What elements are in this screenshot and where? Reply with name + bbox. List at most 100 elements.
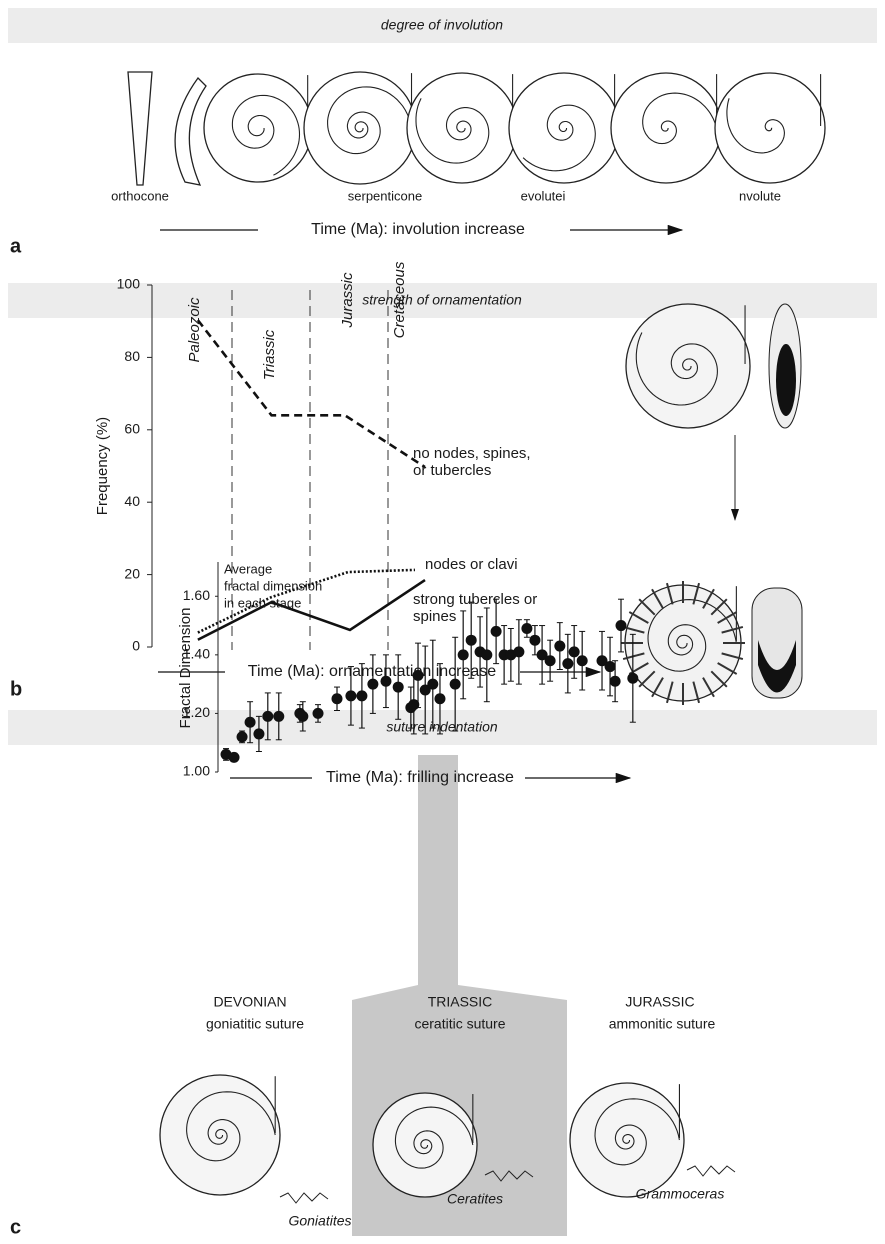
y-tick-label: 1.00 — [183, 763, 210, 779]
axis-arrow-label: Time (Ma): frilling increase — [326, 769, 514, 786]
shell-outline — [203, 73, 313, 183]
data-point — [253, 728, 265, 740]
series-label: no nodes, spines, or tubercles — [413, 445, 531, 479]
annotation: fractal dimension — [224, 578, 322, 593]
data-point — [513, 646, 525, 658]
data-point — [576, 655, 588, 667]
panel-header — [8, 283, 877, 318]
shell-rib — [721, 625, 744, 634]
data-point — [356, 690, 368, 702]
panel-letter: a — [10, 235, 22, 257]
series-line — [196, 319, 426, 469]
data-point — [568, 646, 580, 658]
suture-type: goniatitic suture — [206, 1016, 304, 1032]
period-title: TRIASSIC — [428, 994, 493, 1010]
data-point — [412, 669, 424, 681]
shell-section-dark — [758, 640, 796, 693]
shell-rib — [710, 670, 728, 688]
panel-header-title: suture indentation — [386, 719, 498, 735]
shell-rib — [651, 588, 664, 609]
y-tick-label: 100 — [117, 276, 141, 292]
period-title: JURASSIC — [625, 994, 694, 1010]
y-tick-label: 80 — [124, 348, 140, 364]
genus-label: Ceratites — [447, 1191, 503, 1207]
data-point — [544, 655, 556, 667]
data-point — [380, 675, 392, 687]
panel-header — [8, 8, 877, 43]
period-label: Jurassic — [339, 272, 356, 329]
data-point — [449, 678, 461, 690]
data-point — [627, 672, 639, 684]
data-point — [465, 634, 477, 646]
shell-spiral — [327, 86, 413, 155]
shell-rib — [628, 611, 649, 624]
shell-rib — [638, 670, 656, 688]
shell-rib — [717, 662, 738, 675]
shell-rib — [665, 582, 674, 605]
data-point — [419, 684, 431, 696]
data-point — [312, 707, 324, 719]
series-label: strong tubercles or spines — [413, 591, 538, 625]
shell-spiral — [647, 599, 737, 672]
y-axis-label: Fractal Dimension — [177, 608, 194, 729]
shell-rib — [702, 588, 715, 609]
period-label: Triassic — [261, 329, 278, 380]
shell-rib — [638, 598, 656, 616]
data-point — [596, 655, 608, 667]
y-tick-label: 1.60 — [183, 587, 210, 603]
data-point — [273, 710, 285, 722]
data-point — [615, 620, 627, 632]
shell-rib — [710, 598, 728, 616]
data-point — [554, 640, 566, 652]
axis-arrow-label: Time (Ma): ornamentation increase — [248, 663, 496, 680]
cyrtocone — [174, 77, 207, 186]
annotation: Average — [224, 561, 272, 576]
data-point — [331, 693, 343, 705]
data-point — [244, 716, 256, 728]
period-label: Paleozoic — [186, 297, 203, 363]
suture-type: ceratitic suture — [414, 1016, 505, 1032]
shell-outline — [303, 71, 417, 185]
shell-spiral — [594, 1098, 680, 1166]
shape-label: serpenticone — [348, 188, 422, 203]
shell-rib — [721, 652, 744, 661]
panel-letter: c — [10, 1216, 21, 1238]
data-point — [236, 731, 248, 743]
data-point — [562, 658, 574, 670]
y-axis-label: Frequency (%) — [94, 417, 111, 515]
series-line — [197, 578, 426, 641]
y-tick-label: 0 — [132, 638, 140, 654]
data-point — [262, 710, 274, 722]
shell-outline — [625, 303, 751, 429]
shell-rib — [651, 677, 664, 698]
shell-spiral — [186, 1091, 276, 1162]
data-point — [345, 690, 357, 702]
data-point — [457, 649, 469, 661]
y-tick-label: 1.20 — [183, 704, 210, 720]
shell-spiral — [635, 332, 718, 406]
data-point — [297, 710, 309, 722]
data-point — [427, 678, 439, 690]
data-point — [392, 681, 404, 693]
shell-outline — [508, 72, 620, 184]
panel-header-title: degree of involution — [381, 17, 503, 33]
data-point — [481, 649, 493, 661]
series-line — [197, 568, 416, 634]
series-label: nodes or clavi — [425, 556, 518, 573]
suture-type: ammonitic suture — [609, 1016, 716, 1032]
shape-label: nvolute — [739, 188, 781, 203]
shell-spiral — [726, 98, 785, 154]
y-tick-label: 1.40 — [183, 646, 210, 662]
annotation: in each stage — [224, 595, 301, 610]
y-tick-label: 60 — [124, 421, 140, 437]
data-point — [529, 634, 541, 646]
period-label: Cretaceous — [391, 261, 408, 338]
shell-rib — [692, 582, 701, 605]
shell-spiral — [415, 98, 490, 164]
orthocone — [127, 71, 153, 186]
shell-spiral — [522, 104, 596, 172]
shell-outline — [372, 1092, 478, 1198]
shell-side-dark — [776, 344, 796, 416]
